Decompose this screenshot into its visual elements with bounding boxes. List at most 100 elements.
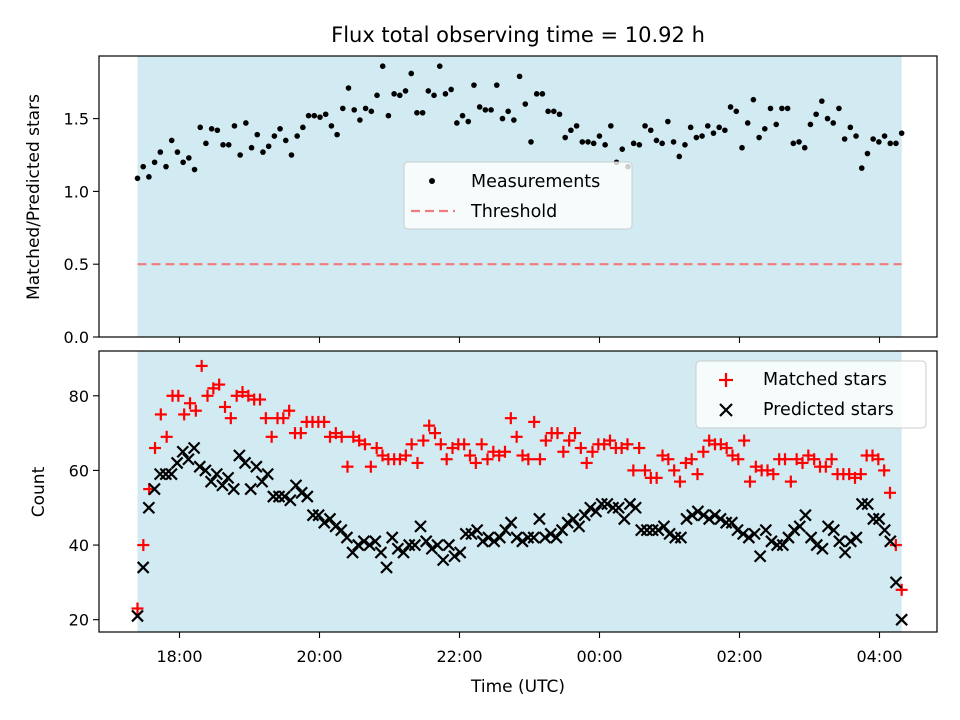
measurement-point — [830, 120, 837, 126]
legend-predicted-marker — [719, 403, 733, 417]
measurement-point — [801, 144, 808, 151]
predicted-star-point — [561, 516, 574, 529]
measurement-point — [163, 163, 169, 170]
predicted-star-point — [663, 527, 676, 541]
measurement-point — [197, 124, 204, 131]
matched-star-point — [732, 453, 745, 466]
predicted-star-point — [380, 561, 393, 574]
ratio-axis-ticks: 0.0 0.5 1.0 1.5 — [64, 110, 881, 347]
predicted-star-point — [759, 523, 773, 537]
matched-star-point — [854, 468, 867, 481]
matched-star-point — [195, 359, 208, 372]
predicted-star-point — [714, 512, 727, 526]
matched-star-point — [475, 438, 488, 451]
matched-star-point — [569, 427, 581, 440]
matched-star-point — [131, 602, 144, 615]
measurement-point — [796, 139, 802, 145]
predicted-star-point — [402, 538, 416, 552]
matched-star-point — [440, 453, 453, 466]
matched-star-point — [224, 412, 237, 425]
chart-title: Flux total observing time = 10.92 h — [331, 23, 705, 47]
matched-star-point — [265, 430, 278, 443]
measurement-point — [573, 123, 580, 129]
predicted-star-point — [284, 493, 297, 507]
measurement-point — [562, 134, 569, 141]
predicted-star-point — [572, 520, 586, 533]
measurement-point — [756, 134, 762, 141]
predicted-star-point — [516, 535, 529, 548]
predicted-star-point — [748, 527, 761, 541]
x-tick-label: 04:00 — [856, 647, 902, 666]
predicted-star-point — [255, 475, 269, 488]
matched-star-point — [534, 453, 546, 466]
matched-star-point — [697, 445, 710, 458]
measurement-point — [231, 123, 238, 129]
matched-star-point — [219, 400, 231, 413]
measurement-point — [311, 112, 318, 119]
measurement-point — [784, 105, 791, 112]
ratio-y-tick-label: 0.0 — [64, 328, 89, 347]
matched-star-point — [283, 404, 296, 417]
matched-star-point — [528, 415, 541, 428]
measurement-point — [585, 139, 591, 145]
measurement-point — [550, 108, 557, 115]
predicted-star-point — [425, 542, 439, 556]
measurement-point — [488, 107, 494, 113]
count-y-tick-label: 80 — [69, 387, 89, 406]
predicted-star-point — [329, 520, 342, 533]
measurement-point — [425, 88, 432, 94]
predicted-star-point — [810, 538, 824, 552]
measurement-point — [379, 63, 386, 69]
predicted-star-point — [233, 449, 246, 462]
measurement-point — [642, 123, 648, 129]
predicted-star-point — [867, 512, 880, 526]
predicted-star-point — [278, 490, 291, 503]
predicted-star-point — [618, 512, 631, 526]
measurement-point — [619, 146, 626, 152]
matched-star-point — [650, 471, 663, 484]
measurement-point — [397, 92, 403, 99]
predicted-star-point — [295, 486, 308, 500]
matched-star-point — [254, 393, 266, 406]
predicted-star-point — [884, 535, 897, 548]
predicted-star-point — [657, 520, 671, 533]
predicted-star-point — [895, 613, 908, 626]
matched-star-point — [889, 539, 902, 552]
measurement-point — [893, 140, 899, 147]
predicted-star-point — [453, 546, 467, 559]
ratio-legend[interactable]: Measurements Threshold — [403, 161, 633, 230]
measurement-point — [568, 127, 574, 134]
x-axis-label: Time (UTC) — [470, 677, 565, 697]
predicted-star-point — [680, 512, 693, 526]
matched-star-point — [294, 427, 307, 440]
measurement-point — [385, 112, 392, 119]
matched-star-point — [504, 412, 517, 425]
measurement-point — [744, 120, 751, 126]
predicted-star-point — [204, 475, 218, 488]
x-tick-label: 22:00 — [436, 647, 482, 666]
measurement-point — [442, 91, 449, 97]
predicted-star-point — [221, 471, 235, 485]
predicted-star-point — [289, 479, 303, 492]
measurement-point — [807, 121, 814, 128]
measurement-point — [750, 96, 757, 103]
predicted-star-point — [210, 467, 224, 481]
count-legend[interactable]: Matched stars Predicted stars — [695, 360, 927, 429]
count-y-tick-label: 60 — [69, 461, 89, 480]
legend-measurements-label: Measurements — [471, 172, 600, 192]
measurement-point — [779, 105, 785, 112]
matched-star-point — [639, 464, 651, 477]
legend-matched-label: Matched stars — [763, 370, 887, 390]
predicted-star-point — [414, 520, 427, 533]
measurement-point — [151, 159, 158, 166]
predicted-star-point — [719, 516, 733, 529]
matched-star-point — [137, 539, 150, 552]
measurement-point — [448, 86, 454, 93]
measurement-point — [459, 112, 466, 119]
matched-star-point — [878, 464, 891, 477]
matched-star-point — [201, 389, 214, 402]
matched-star-point — [359, 438, 371, 451]
predicted-star-point — [584, 501, 597, 515]
predicted-star-point — [889, 576, 903, 589]
predicted-star-point — [527, 531, 541, 544]
